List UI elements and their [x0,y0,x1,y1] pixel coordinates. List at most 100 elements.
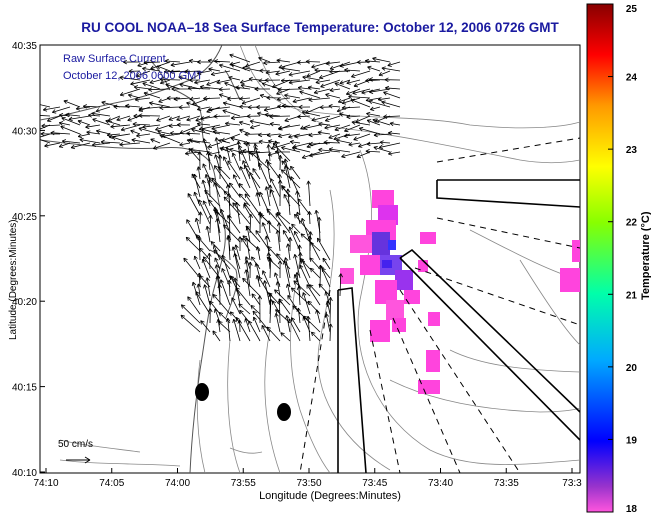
current-vector-head [389,122,394,127]
current-vector-head [242,235,247,238]
current-vector-head [186,101,191,104]
current-vector [368,100,391,108]
current-vector-head [186,138,192,141]
current-vector-head [350,99,354,103]
current-vector-head [226,146,230,151]
current-vector-head [353,139,358,141]
current-vector-head [216,79,221,84]
current-vector-head [266,144,269,149]
current-vector [329,148,351,153]
current-vector-head [262,222,266,226]
current-vector-head [156,65,162,67]
current-vector-head [373,146,378,148]
current-vector-head [278,154,281,159]
current-vector-head [309,257,314,260]
current-vector-head [297,114,301,118]
current-vector-head [186,102,190,106]
current-vector [92,118,111,126]
current-vector [241,97,261,104]
current-vector-head [50,132,55,136]
current-vector [348,142,361,146]
current-vector [385,87,401,90]
current-vector-head [186,132,191,136]
current-vector-head [258,141,263,145]
current-vector-head [317,237,322,241]
current-vector-head [244,260,247,265]
current-vector-head [213,244,215,250]
current-vector-head [265,72,270,75]
current-vector-head [261,83,266,87]
current-vector-head [298,106,303,110]
current-vector-head [328,297,331,301]
current-vector [138,127,161,135]
sst-pixel-patch [395,270,413,290]
current-vector-head [232,202,234,207]
current-vector-head [187,193,192,196]
current-vector [44,142,61,147]
current-vector-head [242,277,247,280]
current-vector [220,279,231,306]
current-vector-head [178,75,183,78]
current-vector-head [275,213,280,216]
current-vector-head [131,139,136,143]
current-vector-head [276,59,281,63]
current-vector [231,115,251,119]
current-vector [338,97,351,103]
current-vector-head [309,235,313,240]
current-vector-head [222,109,227,111]
current-vector-head [95,111,100,113]
current-vector-head [290,176,295,180]
current-vector-head [238,193,241,198]
current-vector-head [163,69,168,73]
current-vector-head [288,74,293,77]
current-vector-head [325,93,330,95]
current-vector-head [247,107,252,110]
current-vector [281,160,291,171]
current-vector [381,101,401,108]
current-vector-head [289,226,293,230]
current-vector-head [348,96,353,99]
current-vector [287,283,291,297]
current-vector [350,99,371,108]
current-vector-head [217,284,220,288]
current-vector-head [266,257,269,262]
current-vector-head [138,128,143,132]
current-vector-head [168,116,172,121]
current-vector [276,212,291,225]
current-vector-head [230,136,235,139]
current-vector-head [289,237,293,242]
current-vector-head [344,130,349,133]
current-vector [378,97,391,101]
current-vector-head [143,60,148,64]
current-vector-head [303,128,308,131]
current-vector-head [119,92,124,96]
current-vector [329,61,351,70]
current-vector-head [213,249,218,252]
current-vector [378,70,391,76]
current-vector-head [183,257,188,260]
current-vector-head [280,332,285,334]
current-vector [311,115,331,121]
current-vector-head [203,98,208,101]
current-vector [186,115,201,121]
current-vector-head [365,80,370,83]
colorbar-tick-label: 22 [626,218,638,229]
current-vector-head [295,272,298,277]
current-vector-head [206,225,210,230]
current-vector [339,79,351,84]
current-vector-head [242,160,244,165]
x-tick-label: 74:10 [33,478,58,489]
current-vector-head [254,143,258,147]
current-vector-head [245,142,248,147]
current-vector [43,106,61,111]
current-vector-head [264,112,269,115]
current-vector [228,76,241,81]
current-vector-head [298,85,303,88]
current-vector-head [221,268,226,272]
current-vector-head [240,84,245,89]
current-vector-head [351,76,356,78]
current-vector-head [230,63,235,65]
current-vector-head [227,234,231,239]
current-vector-head [75,108,80,111]
current-vector-head [231,117,236,121]
